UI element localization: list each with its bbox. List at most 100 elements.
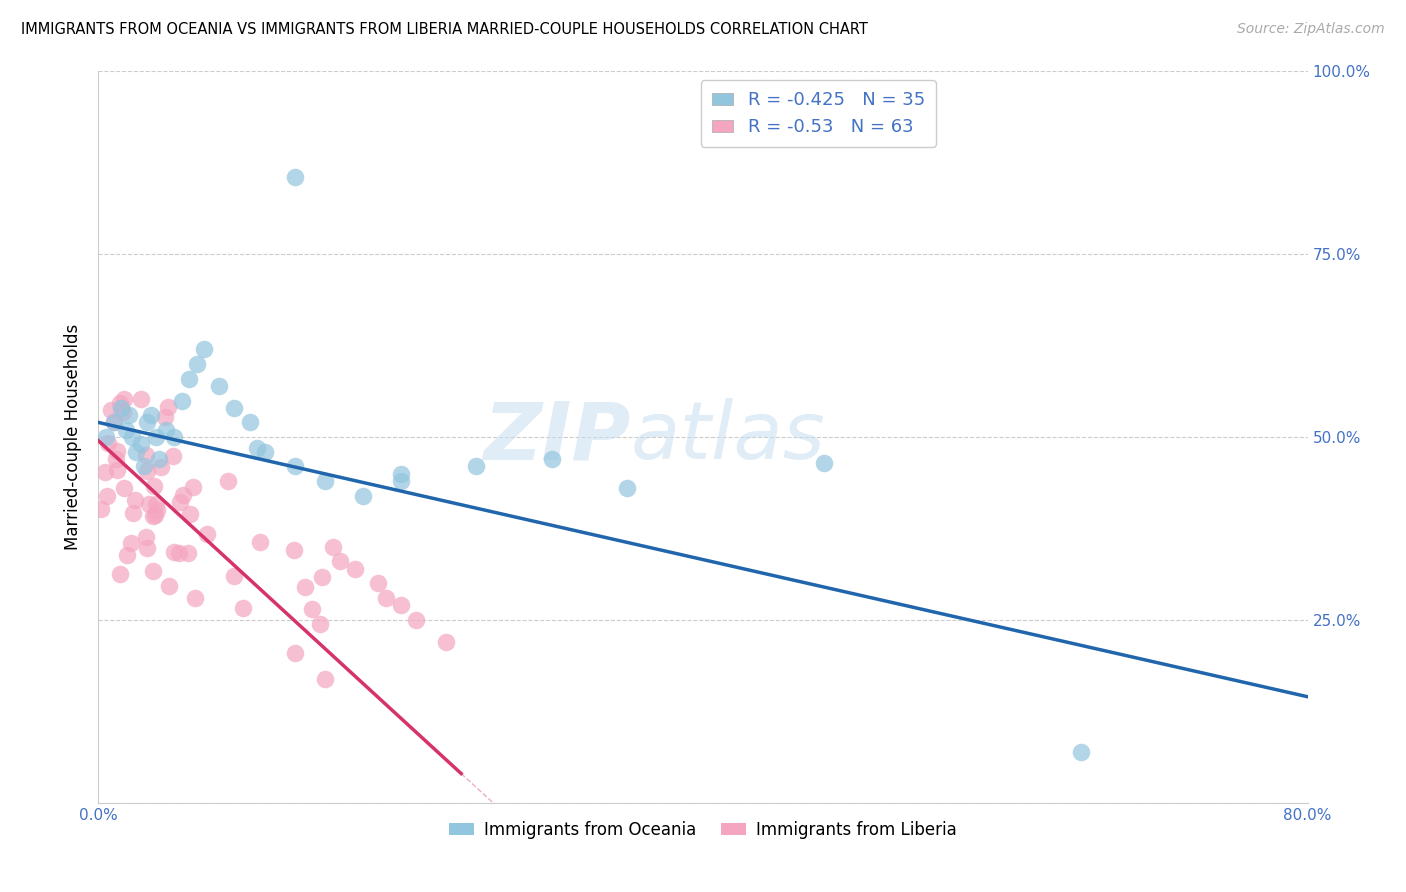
Point	[177, 545, 200, 559]
Point	[108, 396, 131, 410]
Point	[301, 602, 323, 616]
Point	[352, 489, 374, 503]
Point	[132, 459, 155, 474]
Point	[112, 481, 135, 495]
Point	[110, 401, 132, 415]
Point	[135, 416, 157, 430]
Point	[184, 591, 207, 605]
Point	[540, 452, 562, 467]
Point	[135, 530, 157, 544]
Point	[125, 444, 148, 458]
Point	[118, 408, 141, 422]
Point	[186, 357, 208, 371]
Point	[344, 562, 367, 576]
Point	[135, 464, 157, 478]
Point	[121, 430, 143, 444]
Point	[162, 450, 184, 464]
Point	[1070, 745, 1092, 759]
Point	[141, 564, 163, 578]
Point	[193, 343, 215, 357]
Point	[105, 463, 128, 477]
Point	[136, 541, 159, 556]
Point	[94, 430, 117, 444]
Point	[129, 392, 152, 407]
Text: atlas: atlas	[630, 398, 825, 476]
Point	[389, 599, 412, 613]
Point	[103, 416, 125, 430]
Point	[283, 543, 305, 558]
Point	[374, 591, 396, 605]
Point	[145, 430, 167, 444]
Point	[389, 467, 412, 481]
Point	[314, 474, 336, 488]
Point	[122, 506, 145, 520]
Point	[157, 579, 180, 593]
Point	[284, 459, 307, 474]
Point	[115, 548, 138, 562]
Point	[94, 465, 117, 479]
Point	[172, 488, 194, 502]
Point	[103, 415, 125, 429]
Point	[813, 456, 835, 470]
Point	[142, 508, 165, 523]
Point	[170, 393, 193, 408]
Point	[284, 170, 307, 185]
Point	[329, 554, 352, 568]
Point	[145, 497, 167, 511]
Y-axis label: Married-couple Households: Married-couple Households	[65, 324, 83, 550]
Point	[167, 546, 190, 560]
Point	[367, 576, 389, 591]
Point	[163, 545, 186, 559]
Text: ZIP: ZIP	[484, 398, 630, 476]
Point	[311, 569, 333, 583]
Point	[181, 480, 204, 494]
Point	[309, 617, 332, 632]
Point	[163, 430, 186, 444]
Point	[253, 444, 276, 458]
Point	[138, 497, 160, 511]
Point	[434, 635, 457, 649]
Point	[217, 474, 239, 488]
Point	[208, 379, 231, 393]
Point	[179, 371, 201, 385]
Point	[465, 459, 488, 474]
Point	[153, 410, 176, 425]
Point	[224, 401, 246, 415]
Point	[124, 493, 146, 508]
Point	[314, 672, 336, 686]
Point	[246, 441, 269, 455]
Point	[120, 536, 142, 550]
Point	[195, 527, 218, 541]
Text: IMMIGRANTS FROM OCEANIA VS IMMIGRANTS FROM LIBERIA MARRIED-COUPLE HOUSEHOLDS COR: IMMIGRANTS FROM OCEANIA VS IMMIGRANTS FR…	[21, 22, 868, 37]
Point	[322, 540, 344, 554]
Point	[108, 567, 131, 582]
Point	[90, 502, 112, 516]
Point	[100, 403, 122, 417]
Point	[112, 392, 135, 407]
Point	[96, 490, 118, 504]
Point	[169, 494, 191, 508]
Point	[155, 423, 177, 437]
Point	[222, 568, 245, 582]
Point	[114, 423, 136, 437]
Point	[389, 474, 412, 488]
Point	[405, 613, 427, 627]
Point	[143, 478, 166, 492]
Point	[157, 401, 180, 415]
Text: Source: ZipAtlas.com: Source: ZipAtlas.com	[1237, 22, 1385, 37]
Point	[105, 443, 128, 458]
Point	[149, 460, 172, 475]
Point	[146, 503, 169, 517]
Point	[283, 646, 305, 660]
Point	[232, 601, 254, 615]
Point	[179, 507, 201, 521]
Point	[239, 416, 262, 430]
Point	[294, 580, 316, 594]
Point	[145, 508, 167, 522]
Point	[129, 437, 152, 451]
Legend: Immigrants from Oceania, Immigrants from Liberia: Immigrants from Oceania, Immigrants from…	[443, 814, 963, 846]
Point	[249, 535, 271, 549]
Point	[97, 435, 120, 450]
Point	[104, 451, 127, 466]
Point	[148, 452, 170, 467]
